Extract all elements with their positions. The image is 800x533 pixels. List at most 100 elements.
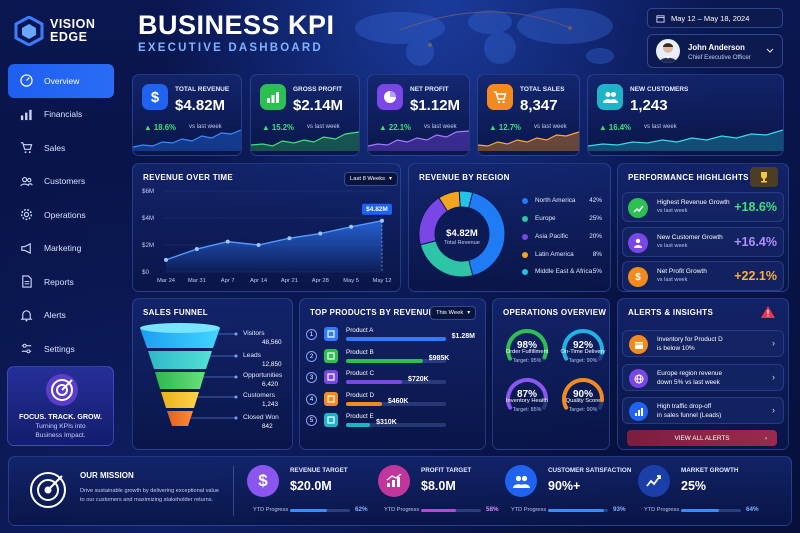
- revenue-point[interactable]: [380, 218, 384, 223]
- kpi-card-total-sales[interactable]: TOTAL SALES 8,347 ▲ 12.7% vs last week: [477, 74, 580, 156]
- target-arrow-icon: [46, 374, 78, 406]
- product-box-icon: [324, 349, 338, 363]
- brand-name: VISION EDGE: [50, 17, 96, 44]
- x-tick-label: Apr 28: [312, 278, 329, 284]
- kpi-delta: ▲ 15.2%: [262, 123, 294, 132]
- chevron-right-icon: ›: [772, 338, 775, 348]
- sidebar-item-operations[interactable]: Operations: [8, 198, 114, 232]
- kpi-value: $1.12M: [410, 97, 461, 114]
- product-box-icon: [324, 392, 338, 406]
- legend-label: Europe: [535, 215, 556, 222]
- sparkline: [478, 131, 579, 151]
- cart-icon: [18, 140, 34, 156]
- bar-chart-icon: [629, 402, 648, 421]
- gauge-value: 98%: [516, 340, 537, 351]
- page-subtitle: EXECUTIVE DASHBOARD: [138, 42, 323, 54]
- kpi-delta: ▲ 18.6%: [144, 123, 176, 132]
- product-value: $460K: [387, 398, 409, 405]
- highlight-customer-growth[interactable]: New Customer Growth vs last week +16.4%: [622, 227, 784, 257]
- highlight-value: +16.4%: [734, 235, 777, 249]
- kpi-card-new-customers[interactable]: NEW CUSTOMERS 1,243 ▲ 16.4% vs last week: [587, 74, 784, 156]
- sidebar-item-overview[interactable]: Overview: [8, 64, 114, 98]
- highlight-revenue-growth[interactable]: Highest Revenue Growth vs last week +18.…: [622, 192, 784, 222]
- gauge-arc: [506, 329, 548, 361]
- kpi-value: $4.82M: [175, 97, 226, 114]
- gauge-fill: [506, 378, 548, 410]
- legend-label: Latin America: [535, 251, 574, 258]
- target-label: REVENUE TARGET: [290, 467, 348, 474]
- kpi-card-net-profit[interactable]: NET PROFIT $1.12M ▲ 22.1% vs last week: [367, 74, 470, 156]
- sidebar-item-financials[interactable]: Financials: [8, 98, 114, 132]
- product-row[interactable]: 1 Product A $1.28M: [306, 326, 476, 346]
- sidebar-item-sales[interactable]: Sales: [8, 131, 114, 165]
- funnel-stage-value: 48,560: [262, 339, 282, 346]
- sidebar-item-label: Customers: [44, 176, 86, 187]
- section-title: REVENUE OVER TIME: [143, 173, 234, 182]
- kpi-card-gross-profit[interactable]: GROSS PROFIT $2.14M ▲ 15.2% vs last week: [250, 74, 360, 156]
- product-row[interactable]: 4 Product D $460K: [306, 391, 476, 411]
- revenue-line-chart: $6M $4M $2M $0 Mar 24 Mar 31 Apr 7 Apr 14 Apr 21…: [142, 188, 392, 284]
- dollar-icon: $: [628, 267, 648, 287]
- alert-traffic-dropoff[interactable]: High traffic drop-off in sales funnel (Le…: [622, 397, 784, 424]
- chevron-right-icon: ›: [772, 372, 775, 382]
- product-name: Product B: [346, 349, 374, 356]
- view-all-alerts-button[interactable]: VIEW ALL ALERTS ›: [627, 430, 777, 446]
- legend-label: North America: [535, 197, 576, 204]
- gauge-value: 87%: [516, 389, 537, 400]
- target-progress-value: 58%: [486, 506, 499, 513]
- revenue-point[interactable]: [349, 224, 354, 229]
- product-row[interactable]: 2 Product B $985K: [306, 348, 476, 368]
- product-row[interactable]: 3 Product C $720K: [306, 369, 476, 389]
- kpi-card-total-revenue[interactable]: $ TOTAL REVENUE $4.82M ▲ 18.6% vs last w…: [132, 74, 242, 156]
- product-name: Product C: [346, 370, 374, 377]
- product-bar: [346, 380, 403, 384]
- sidebar-nav: Overview Financials Sales Customers Oper…: [8, 64, 114, 366]
- revenue-point[interactable]: [287, 236, 292, 241]
- kpi-label: TOTAL REVENUE: [175, 86, 230, 93]
- product-row[interactable]: 5 Product E $310K: [306, 412, 476, 432]
- section-title: PERFORMANCE HIGHLIGHTS: [628, 173, 749, 182]
- user-profile-menu[interactable]: John Anderson Chief Executive Officer: [647, 34, 783, 68]
- alert-europe-revenue[interactable]: Europe region revenue down 5% vs last wee…: [622, 364, 784, 391]
- kpi-label: NEW CUSTOMERS: [630, 86, 689, 93]
- products-period-dropdown[interactable]: This Week ▾: [430, 306, 477, 320]
- gauge-2: 92%: [558, 326, 608, 366]
- trophy-icon: [750, 167, 778, 187]
- sidebar-item-label: Sales: [44, 142, 66, 153]
- brand-logo[interactable]: VISION EDGE: [14, 14, 124, 48]
- target-progress-value: 62%: [355, 506, 368, 513]
- highlight-title: New Customer Growth: [657, 234, 723, 241]
- revenue-point[interactable]: [256, 243, 261, 247]
- date-range-picker[interactable]: May 12 – May 18, 2024: [647, 8, 783, 28]
- target-users-icon: [505, 465, 537, 497]
- sidebar-item-marketing[interactable]: Marketing: [8, 232, 114, 266]
- revenue-point[interactable]: [164, 257, 168, 262]
- revenue-point[interactable]: [318, 231, 323, 236]
- sidebar-item-settings[interactable]: Settings: [8, 332, 114, 366]
- legend-value: 25%: [589, 215, 602, 222]
- donut-slice[interactable]: [458, 190, 474, 209]
- product-rank: 1: [306, 329, 317, 340]
- legend-value: 5%: [592, 268, 602, 275]
- dollar-icon: $: [142, 84, 168, 110]
- kpi-value: 1,243: [630, 97, 668, 114]
- target-progress-bar: [681, 509, 720, 512]
- hexagon-logo-icon: [14, 16, 44, 46]
- gauge-value: 92%: [572, 340, 593, 351]
- highlight-net-profit-growth[interactable]: $ Net Profit Growth vs last week +22.1%: [622, 261, 784, 291]
- funnel-stage-value: 842: [262, 423, 273, 430]
- bell-icon: [18, 307, 34, 323]
- sidebar-item-customers[interactable]: Customers: [8, 165, 114, 199]
- sidebar-item-alerts[interactable]: Alerts: [8, 299, 114, 333]
- funnel-stage-value: 6,420: [262, 381, 278, 388]
- legend-item: Latin America 8%: [522, 250, 602, 260]
- revenue-point[interactable]: [194, 247, 199, 252]
- revenue-point[interactable]: [225, 239, 230, 244]
- sidebar-item-reports[interactable]: Reports: [8, 265, 114, 299]
- legend-value: 20%: [589, 233, 602, 240]
- cart-icon: [487, 84, 513, 110]
- product-name: Product E: [346, 413, 374, 420]
- period-dropdown[interactable]: Last 8 Weeks ▾: [344, 172, 398, 186]
- target-ytd-label: YTD Progress: [644, 507, 680, 513]
